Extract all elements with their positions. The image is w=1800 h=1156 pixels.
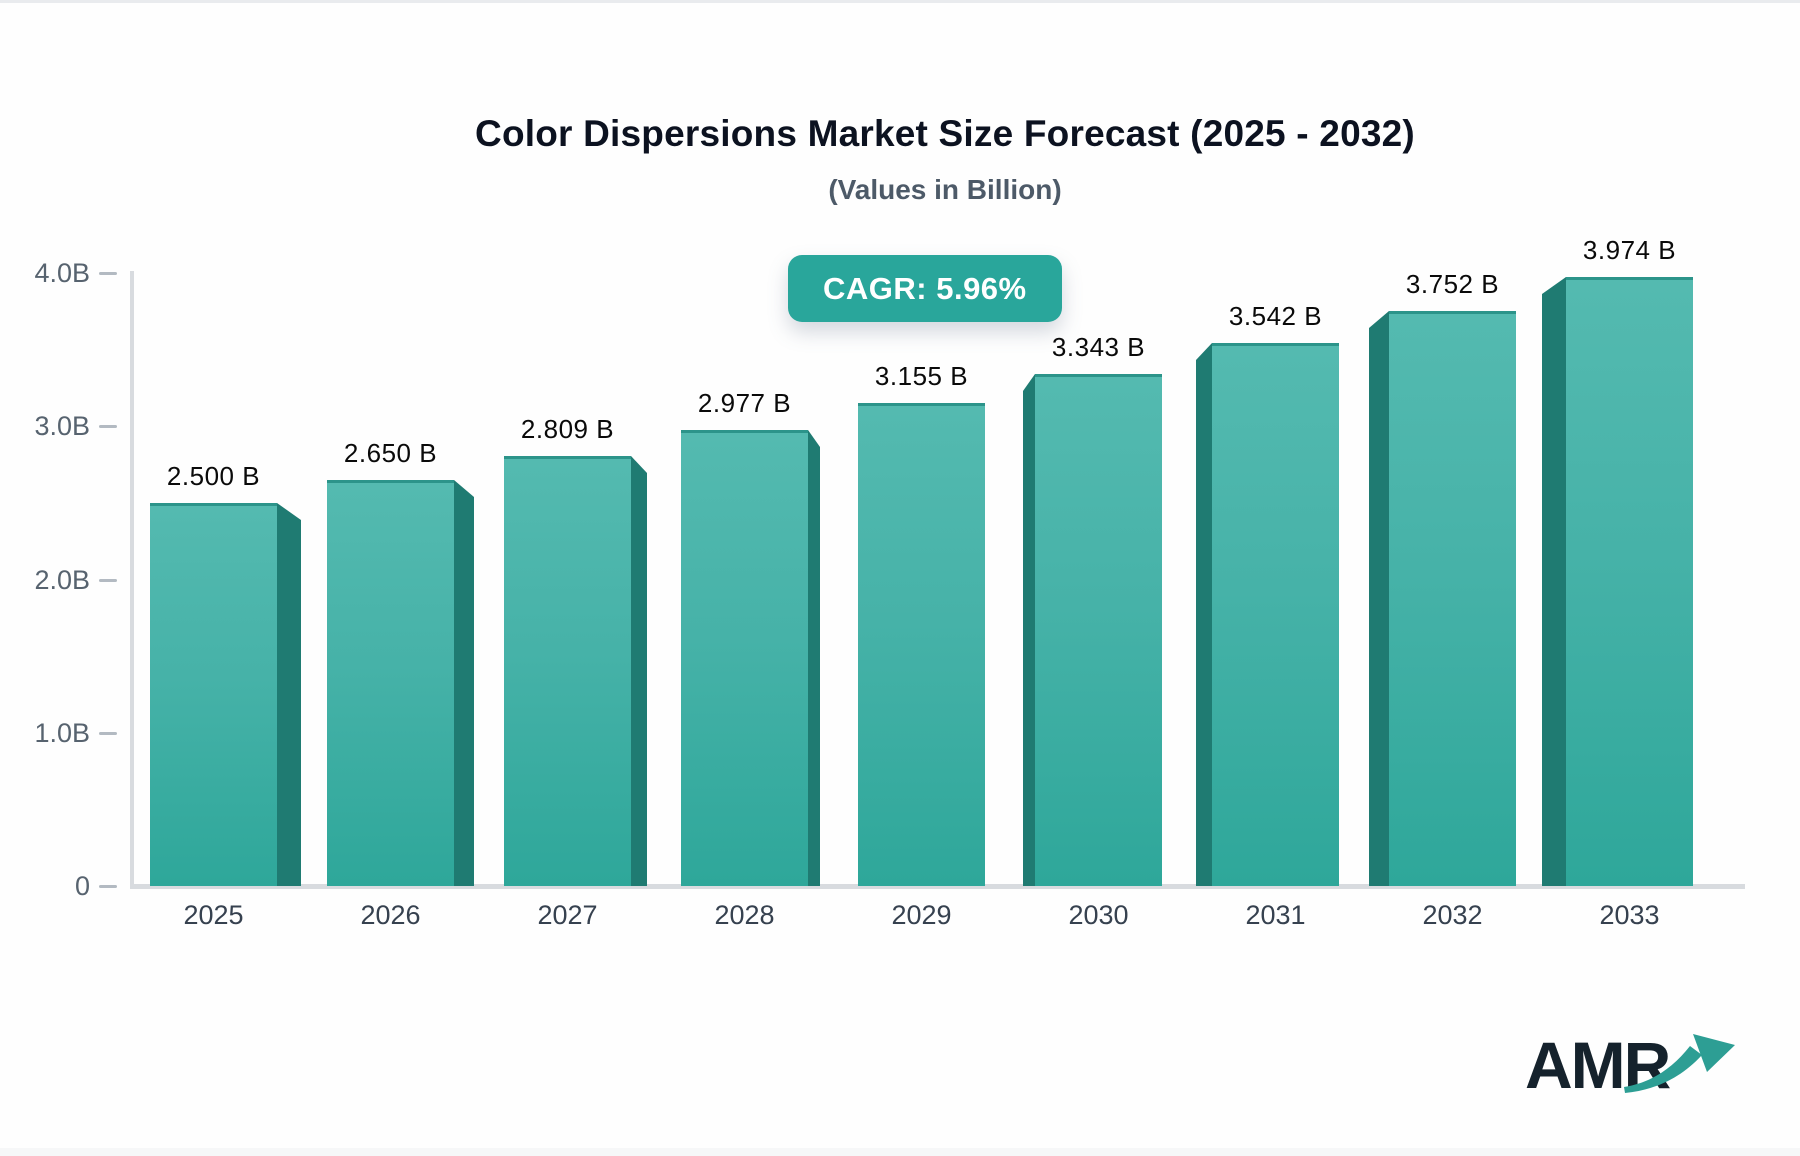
y-tick-label-0: 0 — [74, 871, 90, 901]
bar-value-label-2029: 3.155 B — [874, 361, 969, 391]
bar-value-label-2030: 3.343 B — [1051, 332, 1146, 362]
x-axis-label-2031: 2031 — [1245, 900, 1306, 930]
cagr-badge: CAGR: 5.96% — [788, 255, 1062, 322]
bar-2026 — [327, 480, 454, 886]
bar-2030 — [1035, 374, 1162, 886]
growth-arrow-icon — [1624, 1034, 1735, 1093]
bar-2028-side-face — [808, 430, 820, 886]
bar-2029 — [858, 403, 985, 886]
x-axis-label-2030: 2030 — [1068, 900, 1129, 930]
y-tick-mark — [99, 272, 117, 276]
y-tick-mark — [99, 731, 117, 735]
y-tick-label-4.0B: 4.0B — [34, 258, 90, 289]
chart-subtitle: (Values in Billion) — [828, 174, 1062, 205]
bar-2026-side-face — [454, 480, 474, 886]
y-axis-line — [130, 271, 134, 889]
bar-2030-side-face — [1023, 374, 1035, 886]
x-axis-label-2028: 2028 — [714, 900, 775, 930]
bar-value-label-2026: 2.650 B — [343, 438, 438, 468]
bar-value-label-2028: 2.977 B — [697, 388, 792, 418]
bar-2033 — [1566, 277, 1693, 886]
brand-logo: AMR — [1505, 1025, 1755, 1115]
top-edge-divider — [0, 0, 1800, 3]
bar-2031-side-face — [1196, 343, 1212, 886]
y-tick-label-1.0B: 1.0B — [34, 717, 90, 748]
bar-value-label-2031: 3.542 B — [1228, 301, 1323, 331]
brand-logo-text: AMR — [1525, 1028, 1671, 1102]
bar-2033-side-face — [1542, 277, 1566, 886]
x-axis-label-2026: 2026 — [360, 900, 421, 930]
bar-value-label-2032: 3.752 B — [1405, 269, 1500, 299]
x-axis-label-2025: 2025 — [183, 900, 244, 930]
y-tick-mark — [99, 425, 117, 429]
bar-2032-side-face — [1369, 311, 1389, 886]
chart-title: Color Dispersions Market Size Forecast (… — [475, 113, 1415, 154]
x-axis-baseline — [130, 884, 1745, 889]
y-tick-mark — [99, 578, 117, 582]
bar-2032 — [1389, 311, 1516, 886]
x-axis-label-2029: 2029 — [891, 900, 952, 930]
y-tick-label-3.0B: 3.0B — [34, 411, 90, 442]
y-tick-mark — [99, 885, 117, 888]
bar-2027 — [504, 456, 631, 886]
bar-2025-side-face — [277, 503, 301, 886]
x-axis-label-2032: 2032 — [1422, 900, 1483, 930]
bar-2025 — [150, 503, 277, 886]
bottom-edge-divider — [0, 1148, 1800, 1156]
y-tick-label-2.0B: 2.0B — [34, 564, 90, 595]
bar-2028 — [681, 430, 808, 886]
bar-value-label-2025: 2.500 B — [166, 461, 261, 491]
bar-2027-side-face — [631, 456, 647, 886]
bar-2031 — [1212, 343, 1339, 886]
bar-value-label-2033: 3.974 B — [1582, 235, 1677, 265]
bar-value-label-2027: 2.809 B — [520, 414, 615, 444]
x-axis-label-2033: 2033 — [1599, 900, 1660, 930]
x-axis-label-2027: 2027 — [537, 900, 598, 930]
